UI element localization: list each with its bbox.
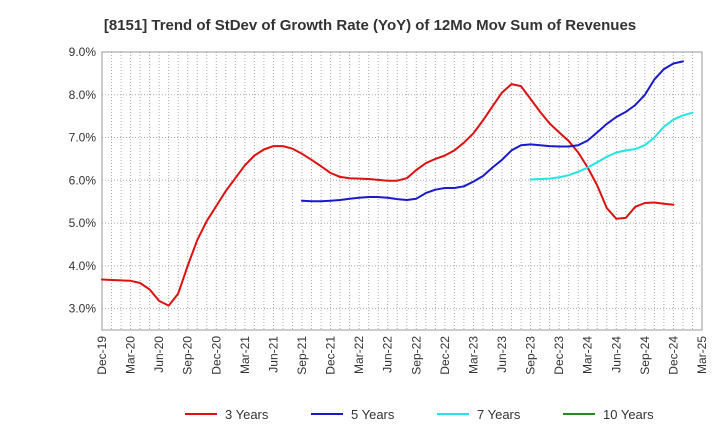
x-tick-label: Jun-20 [152,336,166,373]
x-tick-label: Sep-20 [181,336,195,375]
x-tick-label: Dec-20 [209,336,223,375]
grid [102,51,702,330]
x-tick-label: Mar-20 [124,336,138,374]
y-tick-label: 8.0% [69,88,97,102]
x-tick-label: Sep-24 [638,336,652,375]
x-tick-label: Mar-23 [466,336,480,374]
x-tick-label: Dec-19 [95,336,109,375]
x-tick-label: Dec-21 [324,336,338,375]
plot-frame [101,51,703,331]
x-tick-label: Jun-22 [381,336,395,373]
x-tick-label: Jun-23 [495,336,509,373]
y-tick-label: 7.0% [69,131,97,145]
x-tick-label: Sep-23 [524,336,538,375]
legend-label: 10 Years [603,407,654,422]
x-tick-label: Sep-22 [409,336,423,375]
legend-label: 3 Years [225,407,269,422]
legend: 3 Years 5 Years 7 Years 10 Years [185,407,654,422]
series-lines [101,60,694,307]
y-tick-label: 3.0% [69,302,97,316]
legend-label: 5 Years [351,407,395,422]
x-tick-label: Sep-21 [295,336,309,375]
series-line-5-years [301,60,684,203]
x-tick-label: Mar-21 [238,336,252,374]
x-tick-label: Dec-24 [666,336,680,375]
x-tick-label: Jun-24 [609,336,623,373]
x-tick-label: Mar-22 [352,336,366,374]
y-tick-label: 9.0% [69,45,97,59]
series-line-3-years [101,83,675,307]
x-tick-label: Mar-25 [695,336,709,374]
y-tick-label: 5.0% [69,216,97,230]
y-axis: 3.0% 4.0% 5.0% 6.0% 7.0% 8.0% 9.0% [69,45,97,316]
series-line-7-years [529,111,694,181]
x-tick-label: Dec-23 [552,336,566,375]
x-axis: Dec-19 Mar-20 Jun-20 Sep-20 Dec-20 Mar-21 Jun-… [95,336,709,375]
chart-title: [8151] Trend of StDev of Growth Rate (Yo… [104,17,636,34]
x-tick-label: Mar-24 [581,336,595,374]
legend-label: 7 Years [477,407,521,422]
y-tick-label: 4.0% [69,259,97,273]
x-tick-label: Dec-22 [438,336,452,375]
y-tick-label: 6.0% [69,173,97,187]
x-tick-label: Jun-21 [266,336,280,373]
